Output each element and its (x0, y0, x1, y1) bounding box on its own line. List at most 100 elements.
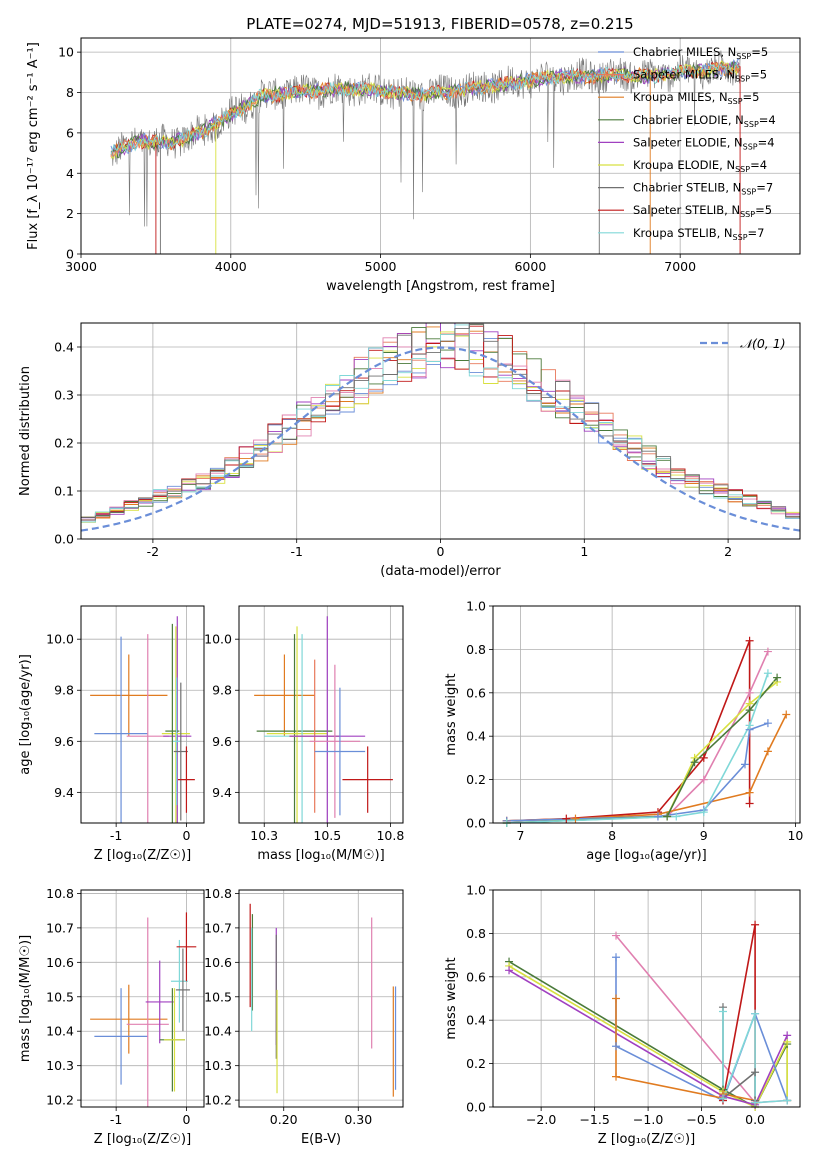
axes-frame (492, 889, 801, 1108)
panel-ebv-vs-mass: 0.20 0.30 10.2 10.3 10.4 10.5 10.6 10.7 10.8 E(B-… (204, 886, 404, 1147)
x-tick-label: −0.5 (686, 1112, 716, 1127)
plot-area (81, 323, 800, 539)
x-tick-label: 4000 (215, 259, 247, 274)
x-axis-label: mass [log₁₀(M/M☉)] (257, 848, 384, 863)
weight-marker (653, 812, 662, 821)
weight-marker (663, 812, 672, 821)
x-axis-label: Z [log₁₀(Z/Z☉)] (94, 848, 191, 863)
y-tick-label: 0.2 (54, 436, 74, 451)
y-tick-label: 10.6 (204, 955, 232, 970)
weight-marker (690, 758, 699, 767)
weight-marker (782, 710, 791, 719)
panel-mass-vs-age: 10.3 10.5 10.8 9.4 9.6 9.8 10.0 mass [log₁₀(M/M… (204, 605, 404, 863)
y-tick-label: 10 (58, 45, 74, 60)
weight-marker (783, 1096, 792, 1105)
weight-marker (612, 1042, 621, 1051)
y-tick-label: 9.4 (54, 785, 74, 800)
weight-marker (741, 760, 750, 769)
weight-marker (763, 719, 772, 728)
axes-frame (80, 605, 205, 824)
x-tick-label: 2 (724, 544, 732, 559)
y-tick-label: 0.6 (466, 969, 486, 984)
weight-marker (745, 788, 754, 797)
weight-marker (699, 775, 708, 784)
x-axis-label: age [log₁₀(age/yr)] (586, 848, 707, 863)
legend-entry: Kroupa ELODIE, NSSP=4 (633, 158, 767, 174)
weight-marker (751, 1098, 760, 1107)
weight-marker (751, 1068, 760, 1077)
weight-line-kroupa_miles (615, 998, 756, 1102)
x-tick-label: 0 (437, 544, 445, 559)
plot-area (81, 606, 204, 823)
x-tick-label: -1 (290, 544, 302, 559)
y-tick-label: 1.0 (466, 883, 486, 898)
y-tick-label: 8 (66, 85, 74, 100)
panel-z-vs-weight: −2.0 −1.5 −1.0 −0.5 0.0 0.0 0.2 0.4 0.6 0.8 1.0 Z [… (444, 883, 801, 1147)
gaussian-curve (81, 346, 800, 532)
y-tick-label: 0.4 (466, 729, 486, 744)
weight-marker (505, 966, 514, 975)
weight-marker (751, 1009, 760, 1018)
weight-line-kroupa_elodie (508, 965, 788, 1107)
y-axis-label: age [log₁₀(age/yr)] (18, 654, 33, 775)
x-tick-label: 0 (182, 828, 190, 843)
y-tick-label: 10.7 (46, 920, 74, 935)
y-tick-label: 10.2 (204, 1093, 232, 1108)
x-tick-label: 9 (700, 828, 708, 843)
weight-marker (612, 931, 621, 940)
weight-marker (612, 953, 621, 962)
weight-marker (699, 753, 708, 762)
panel-age-vs-weight: 7 8 9 10 0.0 0.2 0.4 0.6 0.8 1.0 age [log₁₀(age/yr… (444, 599, 803, 864)
weight-marker (745, 706, 754, 715)
y-tick-label: 0.1 (54, 484, 74, 499)
x-tick-label: -1 (110, 828, 122, 843)
y-tick-label: 10.2 (46, 1093, 74, 1108)
legend-entry: Chabrier ELODIE, NSSP=4 (633, 113, 776, 129)
x-tick-label: -1 (110, 1112, 122, 1127)
axes-frame (80, 889, 205, 1108)
y-tick-label: 0.0 (466, 1100, 486, 1115)
weight-marker (745, 688, 754, 697)
weight-line-kroupa_elodie (506, 681, 778, 823)
weight-marker (783, 1031, 792, 1040)
x-tick-label: 7 (517, 828, 525, 843)
x-tick-label: −1.5 (579, 1112, 609, 1127)
weight-marker (718, 1007, 727, 1016)
plot-area (493, 890, 800, 1107)
y-tick-label: 4 (66, 166, 74, 181)
y-tick-label: 0.4 (54, 340, 74, 355)
y-tick-label: 9.8 (212, 683, 232, 698)
figure-title: PLATE=0274, MJD=51913, FIBERID=0578, z=0… (246, 15, 633, 33)
weight-marker (571, 814, 580, 823)
legend: Chabrier MILES, NSSP=5 Salpeter MILES, NS… (598, 45, 776, 242)
y-tick-label: 10.5 (204, 989, 232, 1004)
y-tick-label: 0.0 (54, 532, 74, 547)
y-tick-label: 0.3 (54, 388, 74, 403)
weight-marker (672, 812, 681, 821)
weight-marker (562, 814, 571, 823)
legend-entry: Chabrier STELIB, NSSP=7 (633, 181, 773, 197)
y-tick-label: 6 (66, 125, 74, 140)
plot-area (239, 606, 403, 823)
axes-frame (492, 605, 801, 824)
y-tick-label: 0.6 (466, 685, 486, 700)
weight-line-kroupa_miles (506, 714, 788, 822)
legend-entry: Chabrier MILES, NSSP=5 (633, 45, 768, 61)
axes-frame (80, 37, 801, 255)
x-tick-label: 8 (608, 828, 616, 843)
legend-entry-gaussian: 𝒩(0, 1) (740, 336, 786, 351)
spectrum-line-kroupa_stelib (110, 63, 740, 155)
x-tick-label: 0.0 (745, 1112, 765, 1127)
plot-area (493, 606, 800, 823)
panel-z-vs-mass: -1 0 10.2 10.3 10.4 10.5 10.6 10.7 10.8 Z [log₁₀(… (18, 886, 205, 1147)
y-axis-label: Normed distribution (18, 366, 33, 496)
y-tick-label: 0.2 (466, 772, 486, 787)
y-tick-label: 10.5 (46, 989, 74, 1004)
y-tick-label: 1.0 (466, 599, 486, 614)
y-tick-label: 10.6 (46, 955, 74, 970)
x-tick-label: 3000 (65, 259, 97, 274)
weight-marker (763, 669, 772, 678)
weight-marker (612, 994, 621, 1003)
x-tick-label: 10.8 (376, 828, 404, 843)
x-axis-label: wavelength [Angstrom, rest frame] (326, 279, 555, 294)
